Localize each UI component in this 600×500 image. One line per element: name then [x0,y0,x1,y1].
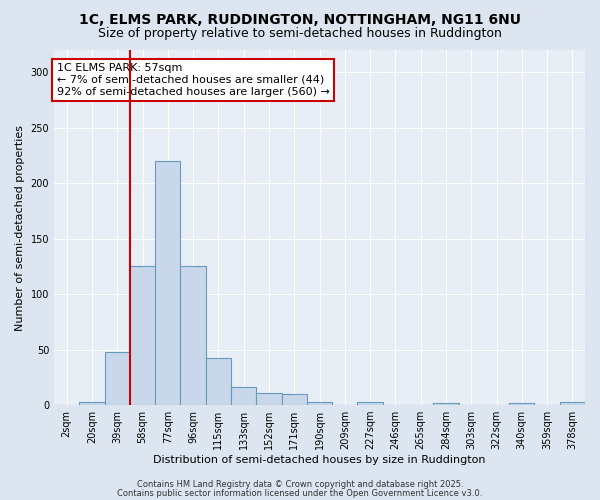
Text: Contains HM Land Registry data © Crown copyright and database right 2025.: Contains HM Land Registry data © Crown c… [137,480,463,489]
Bar [509,403,535,405]
Bar [231,388,256,405]
Bar [79,402,104,405]
X-axis label: Distribution of semi-detached houses by size in Ruddington: Distribution of semi-detached houses by … [153,455,486,465]
Bar [130,266,155,405]
Bar [281,394,307,405]
Y-axis label: Number of semi-detached properties: Number of semi-detached properties [15,124,25,330]
Text: Contains public sector information licensed under the Open Government Licence v3: Contains public sector information licen… [118,488,482,498]
Text: Size of property relative to semi-detached houses in Ruddington: Size of property relative to semi-detach… [98,28,502,40]
Bar [206,358,231,405]
Text: 1C, ELMS PARK, RUDDINGTON, NOTTINGHAM, NG11 6NU: 1C, ELMS PARK, RUDDINGTON, NOTTINGHAM, N… [79,12,521,26]
Bar [560,402,585,405]
Bar [433,403,458,405]
Bar [104,352,130,405]
Bar [358,402,383,405]
Bar [256,393,281,405]
Bar [155,161,181,405]
Bar [181,266,206,405]
Text: 1C ELMS PARK: 57sqm
← 7% of semi-detached houses are smaller (44)
92% of semi-de: 1C ELMS PARK: 57sqm ← 7% of semi-detache… [56,64,329,96]
Bar [307,402,332,405]
